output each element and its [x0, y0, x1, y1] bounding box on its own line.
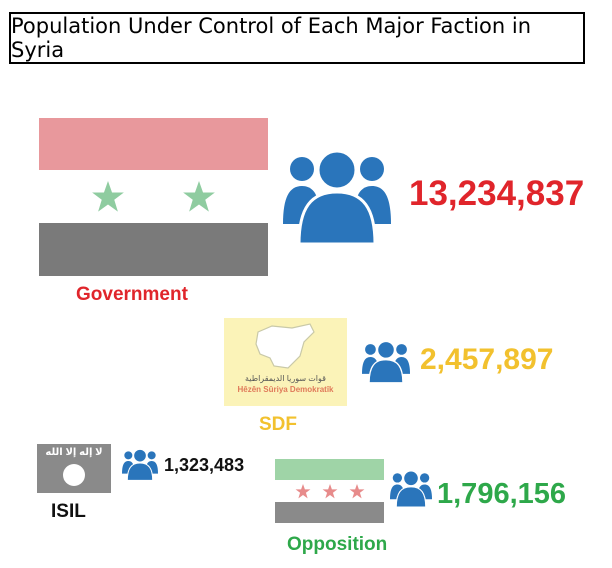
sdf-emblem: قوات سوريا الديمقراطية Hêzên Sûriya Demo… [224, 318, 347, 406]
opposition-population: 1,796,156 [437, 478, 567, 510]
star-icon [183, 181, 215, 212]
government-flag [39, 118, 268, 276]
government-population: 13,234,837 [409, 174, 585, 213]
isil-flag: لا إله إلا الله [37, 444, 111, 493]
government-label: Government [76, 284, 188, 305]
sdf-population: 2,457,897 [420, 343, 554, 376]
isil-label: ISIL [51, 501, 86, 522]
isil-flag-text: لا إله إلا الله [45, 447, 103, 458]
opposition-label: Opposition [287, 534, 388, 555]
people-group-icon [362, 338, 410, 384]
star-icon [322, 484, 338, 499]
people-group-icon [122, 447, 158, 481]
people-group-icon [390, 468, 432, 508]
isil-population: 1,323,483 [164, 455, 245, 475]
flag-green-band [275, 459, 384, 480]
star-icon [295, 484, 311, 499]
page-title: Population Under Control of Each Major F… [9, 12, 585, 64]
flag-black-band [39, 223, 268, 276]
syria-map-icon [255, 323, 315, 369]
opposition-flag [275, 459, 384, 523]
flag-black-band [275, 502, 384, 523]
flag-white-band [39, 170, 268, 223]
people-group-icon [283, 146, 391, 244]
flag-red-band [39, 118, 268, 170]
sdf-kurdish-text: Hêzên Sûriya Demokratîk [237, 385, 334, 394]
isil-seal [63, 464, 85, 486]
sdf-arabic-text: قوات سوريا الديمقراطية [245, 374, 326, 383]
star-icon [349, 484, 365, 499]
sdf-label: SDF [259, 414, 297, 435]
star-icon [92, 181, 124, 212]
